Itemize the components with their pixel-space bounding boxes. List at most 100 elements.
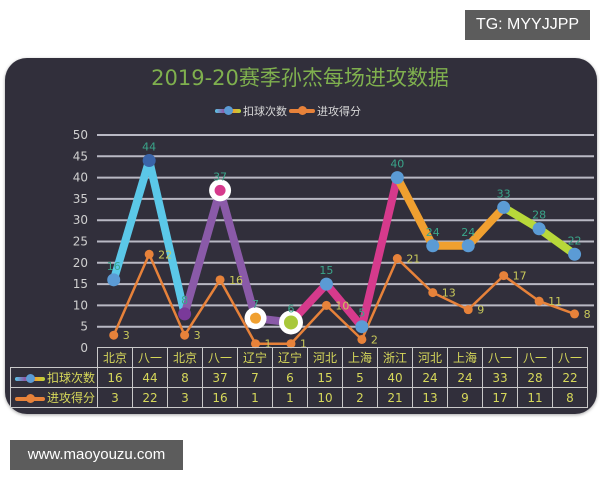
points-value-cell: 22 [132,387,168,408]
spike-value-label: 33 [497,187,511,200]
points-value-cell: 17 [482,387,518,408]
legend-label-points: 进攻得分 [317,105,361,118]
spike-value-label: 15 [319,264,333,277]
points-value-label: 3 [123,329,130,342]
points-value-label: 16 [229,274,243,287]
y-tick-label: 15 [73,277,88,291]
data-point [286,339,296,349]
points-value-cell: 16 [202,387,238,408]
data-point [390,171,404,185]
category-cell: 八一 [517,347,553,368]
chart-title: 2019-20赛季孙杰每场进攻数据 [151,66,449,90]
spike-value-cell: 37 [202,367,238,388]
data-point [357,334,367,344]
data-point [355,320,369,334]
spike-value-label: 40 [390,158,404,171]
spike-value-label: 44 [142,141,156,154]
points-value-label: 13 [442,287,456,300]
y-tick-label: 0 [80,341,88,355]
points-value-cell: 2 [342,387,378,408]
category-cell: 八一 [552,347,588,368]
spike-value-label: 7 [252,298,259,311]
points-value-label: 17 [513,270,527,283]
row-swatch-spikes-icon [14,373,45,383]
spike-value-cell: 40 [377,367,413,388]
data-point [570,309,580,319]
points-value-label: 2 [371,333,378,346]
row-label-spikes: 扣球次数 [10,367,98,388]
spike-value-cell: 28 [517,367,553,388]
row-label-points: 进攻得分 [10,387,98,408]
y-tick-label: 30 [73,213,88,227]
data-point [180,330,190,340]
spike-value-label: 5 [358,307,365,320]
points-value-cell: 3 [97,387,133,408]
points-value-label: 21 [406,253,420,266]
spike-value-cell: 6 [272,367,308,388]
y-tick-label: 20 [73,256,88,270]
category-cell: 浙江 [377,347,413,368]
spike-value-label: 8 [181,294,188,307]
points-value-cell: 3 [167,387,203,408]
data-point [428,288,438,298]
data-point [392,254,402,264]
data-point [426,239,440,253]
points-value-label: 1 [265,338,272,351]
category-cell: 八一 [482,347,518,368]
spike-value-cell: 24 [412,367,448,388]
category-cell: 河北 [307,347,343,368]
y-axis-ticks: 0 5 10 15 20 25 30 35 40 45 50 [73,128,88,355]
data-point [532,222,546,236]
points-value-label: 10 [335,299,349,312]
category-cell: 辽宁 [272,347,308,368]
spike-value-cell: 5 [342,367,378,388]
data-table: 北京 八一 北京 八一 辽宁 辽宁 河北 上海 浙江 河北 上海 八一 八一 八一 扣球次数 16 44 8 37… [10,347,588,408]
y-tick-label: 25 [73,235,88,249]
spike-value-cell: 16 [97,367,133,388]
data-point [109,330,119,340]
category-cell: 河北 [412,347,448,368]
data-point [142,154,156,168]
spike-value-label: 28 [532,209,546,222]
spike-value-cell: 7 [237,367,273,388]
legend-label-spikes: 扣球次数 [243,105,287,118]
points-value-label: 8 [584,308,591,321]
data-point [568,247,582,261]
spike-value-label: 22 [568,234,582,247]
points-value-label: 22 [158,248,172,261]
legend-swatch-points-icon [289,106,315,115]
points-value-label: 9 [477,304,484,317]
spike-value-label: 6 [287,302,294,315]
spike-value-label: 24 [426,226,440,239]
series-spike-attempts [107,154,582,335]
grid-lines [97,134,594,328]
y-tick-label: 10 [73,298,88,312]
spike-value-cell: 24 [447,367,483,388]
data-point [499,271,509,281]
spike-value-cell: 8 [167,367,203,388]
data-point [107,273,121,287]
category-cell: 北京 [167,347,203,368]
data-point [215,275,225,285]
spike-value-cell: 22 [552,367,588,388]
points-value-label: 3 [194,329,201,342]
series-attack-points [109,249,580,349]
points-value-cell: 11 [517,387,553,408]
row-swatch-points-icon [14,393,45,403]
data-point [178,307,192,321]
points-value-cell: 9 [447,387,483,408]
watermark-bottom: www.maoyouzu.com [10,440,183,470]
legend-swatch-spikes-icon [215,106,241,115]
data-point [321,300,331,310]
points-value-cell: 13 [412,387,448,408]
data-point [461,239,475,253]
y-tick-label: 45 [73,149,88,163]
chart-legend: 扣球次数 进攻得分 [215,103,363,119]
points-value-label: 11 [548,295,562,308]
data-point [463,305,473,315]
category-cell: 上海 [447,347,483,368]
y-tick-label: 40 [73,171,88,185]
spike-value-label: 16 [107,260,121,273]
